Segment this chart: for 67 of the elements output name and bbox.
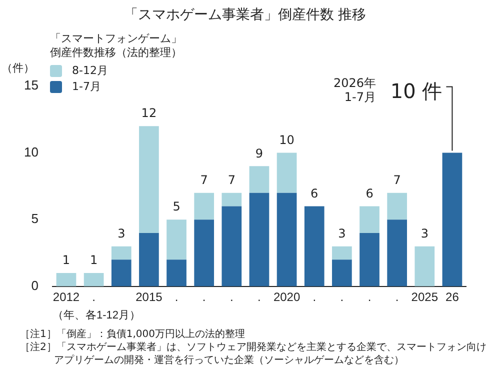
x-tick-label: 2015 <box>136 290 163 304</box>
x-tick-label: . <box>174 290 178 304</box>
y-axis-title: （件） <box>2 61 34 74</box>
legend-label: 1-7月 <box>72 80 101 94</box>
bar <box>194 220 214 286</box>
y-tick-label: 5 <box>31 211 38 226</box>
total-label: 1 <box>62 253 70 268</box>
total-label: 3 <box>338 226 346 240</box>
x-tick-label: . <box>368 290 372 304</box>
bar <box>56 273 76 286</box>
total-label: 7 <box>393 173 401 188</box>
bar <box>84 273 104 286</box>
x-tick-label: . <box>258 290 261 304</box>
total-label: 7 <box>228 173 236 188</box>
total-label: 5 <box>172 200 180 214</box>
bar <box>332 260 352 286</box>
bar <box>387 220 407 286</box>
bar <box>332 246 352 260</box>
x-tick-label: . <box>340 290 344 304</box>
total-label: 9 <box>255 146 264 160</box>
annotation: 2026年1-7月 <box>332 76 376 104</box>
bar <box>111 246 132 260</box>
y-tick-label: 15 <box>24 78 38 93</box>
total-label: 1 <box>90 253 98 268</box>
x-tick-label: 2020 <box>273 290 300 304</box>
bar <box>442 152 462 286</box>
bar <box>111 260 132 286</box>
bar <box>304 206 324 286</box>
bar <box>249 192 270 286</box>
total-label: 6 <box>366 186 374 200</box>
bar <box>166 220 186 260</box>
bar <box>276 152 297 193</box>
bar <box>222 206 242 286</box>
total-label: 6 <box>310 186 318 200</box>
total-label: 7 <box>200 173 208 188</box>
text: ［注1］「倒産」：負債1,000万円以上の法的整理 <box>20 328 246 341</box>
bar <box>249 166 270 193</box>
legend-title: 「スマートフォンゲーム」倒産件数推移（法的整理） <box>50 32 183 60</box>
y-tick-label: 0 <box>31 278 38 293</box>
x-tick-label: 2025 <box>411 290 438 304</box>
bar <box>414 246 435 286</box>
x-tick-label: . <box>312 290 316 304</box>
bar <box>139 126 159 233</box>
total-label: 10 <box>279 132 294 147</box>
legend-label: 8-12月 <box>72 64 108 78</box>
text: ［注2］「スマホゲーム事業者」は、ソフトウェア開発業などを主業とする企業で、スマートフォン向けアプリゲームの開発・運営を行っていた企業（ソーシャルゲームなどを含む） <box>20 341 488 367</box>
chart-title: 「スマホゲーム事業者」倒産件数 推移 <box>122 6 368 24</box>
bar <box>387 192 407 220</box>
x-tick-label: 2012 <box>52 290 80 304</box>
total-label: 3 <box>118 226 126 240</box>
total-label: 3 <box>420 226 428 240</box>
bar <box>166 260 186 286</box>
total-label: 12 <box>141 106 157 120</box>
bar <box>360 232 380 286</box>
annotation: 10 件 <box>390 78 442 103</box>
bar <box>360 206 380 233</box>
bar <box>194 192 214 220</box>
bar <box>276 192 297 286</box>
x-tick-label: . <box>92 290 96 304</box>
bar <box>139 232 159 286</box>
x-tick-label: . <box>230 290 234 304</box>
x-tick-label: 26 <box>446 290 460 304</box>
x-axis-title: （年、各1-12月） <box>52 309 140 322</box>
y-tick-label: 10 <box>24 144 38 160</box>
bar <box>222 192 242 206</box>
x-tick-label: . <box>202 290 206 304</box>
x-tick-label: . <box>395 290 399 304</box>
